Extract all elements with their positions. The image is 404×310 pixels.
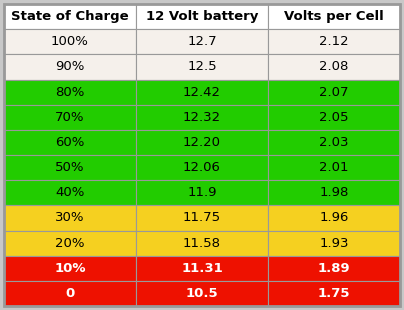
Bar bbox=[268, 79, 400, 105]
Bar bbox=[268, 130, 400, 155]
Text: 2.01: 2.01 bbox=[319, 161, 349, 174]
Bar bbox=[4, 155, 136, 180]
Bar bbox=[268, 281, 400, 306]
Text: Volts per Cell: Volts per Cell bbox=[284, 10, 384, 23]
Text: State of Charge: State of Charge bbox=[11, 10, 129, 23]
Bar bbox=[4, 281, 136, 306]
Bar bbox=[4, 256, 136, 281]
Bar bbox=[268, 105, 400, 130]
Text: 1.98: 1.98 bbox=[319, 186, 349, 199]
Bar bbox=[268, 29, 400, 54]
Text: 12 Volt battery: 12 Volt battery bbox=[146, 10, 258, 23]
Bar bbox=[136, 205, 268, 231]
Text: 60%: 60% bbox=[55, 136, 85, 149]
Bar bbox=[4, 205, 136, 231]
Text: 2.05: 2.05 bbox=[319, 111, 349, 124]
Text: 70%: 70% bbox=[55, 111, 85, 124]
Bar bbox=[4, 105, 136, 130]
Text: 11.75: 11.75 bbox=[183, 211, 221, 224]
Text: 90%: 90% bbox=[55, 60, 85, 73]
Text: 2.08: 2.08 bbox=[319, 60, 349, 73]
Bar bbox=[136, 256, 268, 281]
Text: 12.5: 12.5 bbox=[187, 60, 217, 73]
Text: 2.07: 2.07 bbox=[319, 86, 349, 99]
Bar bbox=[268, 231, 400, 256]
Bar bbox=[136, 130, 268, 155]
Bar bbox=[136, 281, 268, 306]
Text: 1.96: 1.96 bbox=[319, 211, 349, 224]
Text: 12.42: 12.42 bbox=[183, 86, 221, 99]
Text: 12.06: 12.06 bbox=[183, 161, 221, 174]
Text: 12.32: 12.32 bbox=[183, 111, 221, 124]
Text: 0: 0 bbox=[65, 287, 75, 300]
Text: 80%: 80% bbox=[55, 86, 85, 99]
Bar bbox=[4, 29, 136, 54]
Bar bbox=[136, 29, 268, 54]
Bar bbox=[4, 79, 136, 105]
Bar bbox=[268, 180, 400, 205]
Text: 30%: 30% bbox=[55, 211, 85, 224]
Bar bbox=[136, 180, 268, 205]
Text: 1.93: 1.93 bbox=[319, 237, 349, 250]
Text: 11.31: 11.31 bbox=[181, 262, 223, 275]
Bar bbox=[4, 180, 136, 205]
Text: 12.20: 12.20 bbox=[183, 136, 221, 149]
Bar bbox=[136, 54, 268, 79]
Bar bbox=[136, 105, 268, 130]
Bar bbox=[268, 54, 400, 79]
Text: 12.7: 12.7 bbox=[187, 35, 217, 48]
Text: 20%: 20% bbox=[55, 237, 85, 250]
Bar bbox=[4, 54, 136, 79]
Text: 50%: 50% bbox=[55, 161, 85, 174]
Bar bbox=[268, 205, 400, 231]
Text: 11.9: 11.9 bbox=[187, 186, 217, 199]
Bar bbox=[268, 155, 400, 180]
Bar bbox=[4, 4, 136, 29]
Bar bbox=[4, 130, 136, 155]
Bar bbox=[136, 155, 268, 180]
Bar bbox=[136, 231, 268, 256]
Text: 2.12: 2.12 bbox=[319, 35, 349, 48]
Text: 1.75: 1.75 bbox=[318, 287, 350, 300]
Bar bbox=[268, 4, 400, 29]
Bar bbox=[268, 256, 400, 281]
Text: 40%: 40% bbox=[55, 186, 85, 199]
Bar bbox=[136, 4, 268, 29]
Text: 10.5: 10.5 bbox=[186, 287, 218, 300]
Text: 10%: 10% bbox=[54, 262, 86, 275]
Text: 100%: 100% bbox=[51, 35, 89, 48]
Text: 2.03: 2.03 bbox=[319, 136, 349, 149]
Bar bbox=[136, 79, 268, 105]
Text: 11.58: 11.58 bbox=[183, 237, 221, 250]
Text: 1.89: 1.89 bbox=[318, 262, 350, 275]
Bar bbox=[4, 231, 136, 256]
